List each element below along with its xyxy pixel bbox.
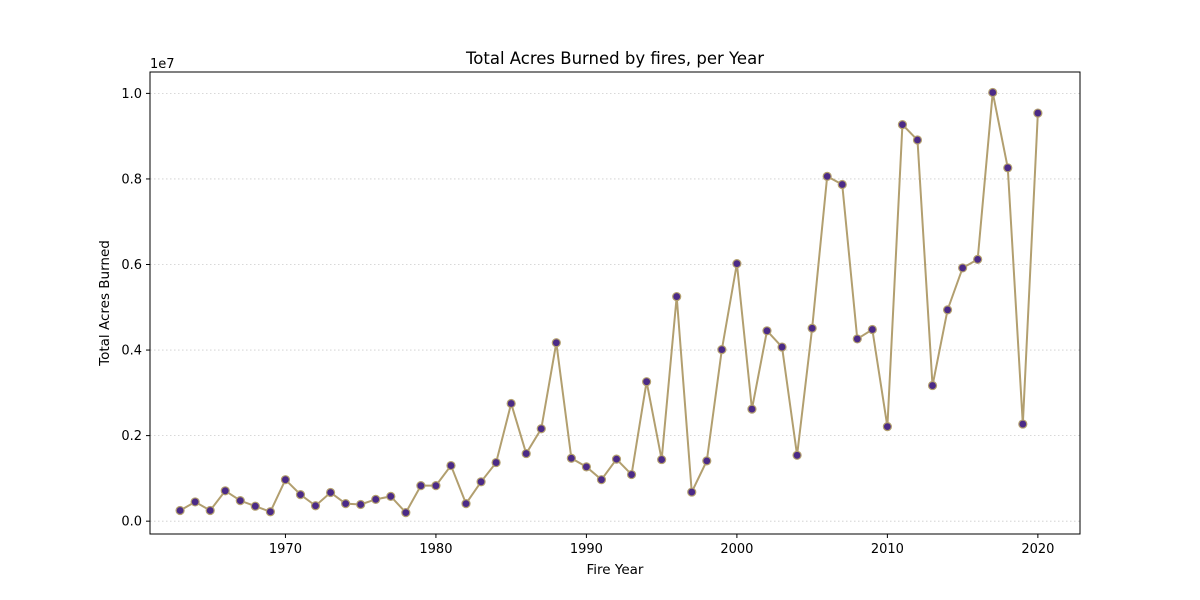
data-point bbox=[566, 453, 576, 463]
data-point-markers bbox=[175, 87, 1043, 518]
y-tick-label: 0.8 bbox=[121, 172, 142, 187]
data-point bbox=[762, 326, 772, 336]
data-point bbox=[912, 135, 923, 145]
data-point bbox=[491, 457, 501, 468]
data-point bbox=[235, 496, 245, 506]
data-point bbox=[777, 342, 787, 352]
data-point bbox=[205, 505, 215, 516]
data-point bbox=[295, 490, 306, 500]
y-tick-label: 1.0 bbox=[121, 87, 142, 102]
data-point bbox=[325, 487, 336, 498]
x-tick-label: 2000 bbox=[720, 542, 753, 557]
data-point bbox=[536, 424, 546, 434]
y-axis-label: Total Acres Burned bbox=[97, 240, 113, 367]
data-point bbox=[265, 507, 275, 517]
y-tick-label: 0.2 bbox=[121, 429, 142, 444]
series-line bbox=[179, 92, 1039, 515]
data-point bbox=[882, 422, 892, 432]
data-point bbox=[1018, 419, 1028, 429]
data-point bbox=[446, 460, 456, 471]
data-point bbox=[702, 456, 712, 466]
data-point bbox=[807, 323, 817, 333]
grid-lines bbox=[150, 92, 1080, 522]
y-tick-label: 0.4 bbox=[121, 344, 142, 359]
data-point bbox=[1033, 108, 1043, 118]
y-tick-label: 0.0 bbox=[121, 515, 142, 530]
data-point bbox=[581, 462, 592, 472]
data-point bbox=[401, 508, 411, 518]
data-point bbox=[657, 454, 667, 465]
data-point bbox=[958, 263, 968, 273]
data-point bbox=[822, 171, 832, 181]
y-tick-label: 0.6 bbox=[121, 258, 142, 273]
x-tick-label: 1980 bbox=[419, 542, 452, 557]
data-point bbox=[626, 469, 637, 480]
data-point bbox=[927, 380, 938, 391]
data-point bbox=[476, 477, 486, 487]
plot-area-frame bbox=[149, 71, 1081, 535]
data-point bbox=[190, 497, 200, 507]
data-point bbox=[988, 87, 998, 98]
data-point bbox=[341, 499, 351, 509]
data-point bbox=[175, 505, 185, 516]
x-tick-label: 1990 bbox=[570, 542, 603, 557]
x-axis-label: Fire Year bbox=[587, 562, 644, 578]
data-point bbox=[852, 334, 862, 344]
data-point bbox=[942, 305, 953, 315]
x-tick-label: 2020 bbox=[1021, 542, 1054, 557]
data-point bbox=[596, 475, 607, 485]
data-point bbox=[837, 179, 847, 190]
data-point bbox=[1003, 163, 1013, 173]
data-point bbox=[642, 377, 652, 387]
x-axis-ticks: 1970 1980 1990 2000 2010 2020 bbox=[269, 534, 1054, 557]
data-point bbox=[973, 254, 983, 264]
data-point bbox=[747, 404, 757, 414]
data-point bbox=[611, 454, 622, 464]
data-point bbox=[461, 499, 471, 509]
data-point bbox=[250, 501, 260, 511]
data-point bbox=[220, 486, 230, 496]
data-point bbox=[521, 448, 531, 459]
data-point bbox=[867, 324, 877, 335]
data-point bbox=[386, 491, 396, 501]
data-point bbox=[416, 481, 426, 491]
data-point bbox=[280, 475, 291, 485]
data-point bbox=[687, 487, 697, 497]
data-point bbox=[792, 450, 802, 460]
data-point bbox=[371, 494, 381, 504]
data-point bbox=[897, 120, 908, 130]
x-tick-label: 2010 bbox=[871, 542, 904, 557]
data-point bbox=[310, 501, 321, 511]
data-point bbox=[551, 338, 561, 348]
data-point bbox=[672, 291, 682, 302]
data-point bbox=[506, 398, 516, 409]
data-point bbox=[356, 499, 366, 510]
y-axis-offset-label: 1e7 bbox=[150, 57, 175, 72]
y-axis-ticks: 0.0 0.2 0.4 0.6 0.8 1.0 bbox=[121, 87, 150, 530]
chart-title: Total Acres Burned by fires, per Year bbox=[465, 49, 764, 68]
data-point bbox=[732, 259, 742, 269]
data-point bbox=[717, 345, 727, 355]
data-point bbox=[431, 481, 441, 491]
x-tick-label: 1970 bbox=[269, 542, 302, 557]
